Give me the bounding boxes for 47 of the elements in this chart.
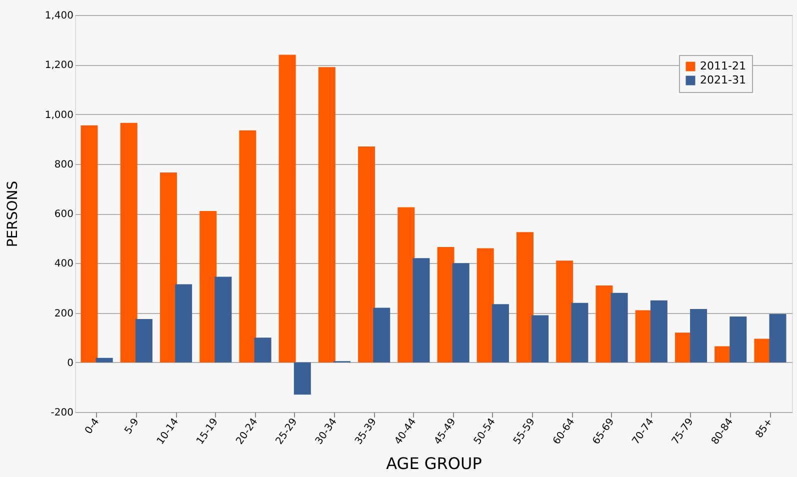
x-tick-label: 5-9	[122, 416, 142, 436]
bar	[318, 67, 336, 362]
bar	[571, 302, 588, 362]
bar	[239, 130, 256, 362]
bar	[437, 246, 454, 362]
bar	[358, 146, 376, 362]
bar	[556, 260, 574, 362]
y-axis-title: PERSONS	[4, 180, 21, 248]
y-tick-label: 400	[54, 258, 74, 270]
bar	[96, 358, 113, 362]
bar	[516, 232, 534, 362]
bar	[476, 248, 494, 362]
bar	[610, 292, 628, 362]
bar	[294, 362, 311, 395]
bar	[650, 300, 668, 362]
bar	[160, 172, 177, 362]
bar	[596, 285, 613, 362]
bar	[398, 207, 415, 362]
bar	[135, 318, 152, 362]
bar	[690, 309, 708, 362]
y-tick-label: 1,400	[44, 10, 74, 22]
bar	[730, 316, 747, 362]
bar	[80, 125, 98, 362]
bar	[175, 284, 192, 362]
y-tick-label: 600	[54, 209, 74, 220]
bar	[200, 211, 217, 362]
y-tick-label: 0	[67, 358, 74, 369]
bar	[452, 263, 470, 362]
bar	[754, 338, 772, 362]
bar	[532, 315, 549, 362]
y-tick-label: 1,200	[44, 60, 74, 72]
y-tick-label: 200	[54, 308, 74, 320]
bar	[278, 54, 296, 362]
bar	[769, 314, 786, 362]
bar	[373, 308, 390, 362]
bar	[254, 338, 272, 362]
bar	[412, 258, 430, 362]
x-tick-label: 0-4	[83, 416, 102, 436]
bar	[120, 122, 138, 362]
y-tick-label: 800	[54, 159, 74, 170]
y-tick-label: 1,000	[44, 110, 74, 121]
y-tick-label: -200	[50, 408, 74, 418]
legend-label: 2011-21	[700, 60, 746, 72]
x-axis-title: AGE GROUP	[386, 454, 482, 474]
bar	[492, 304, 509, 362]
bar	[214, 276, 232, 362]
legend-label: 2021-31	[700, 74, 746, 86]
